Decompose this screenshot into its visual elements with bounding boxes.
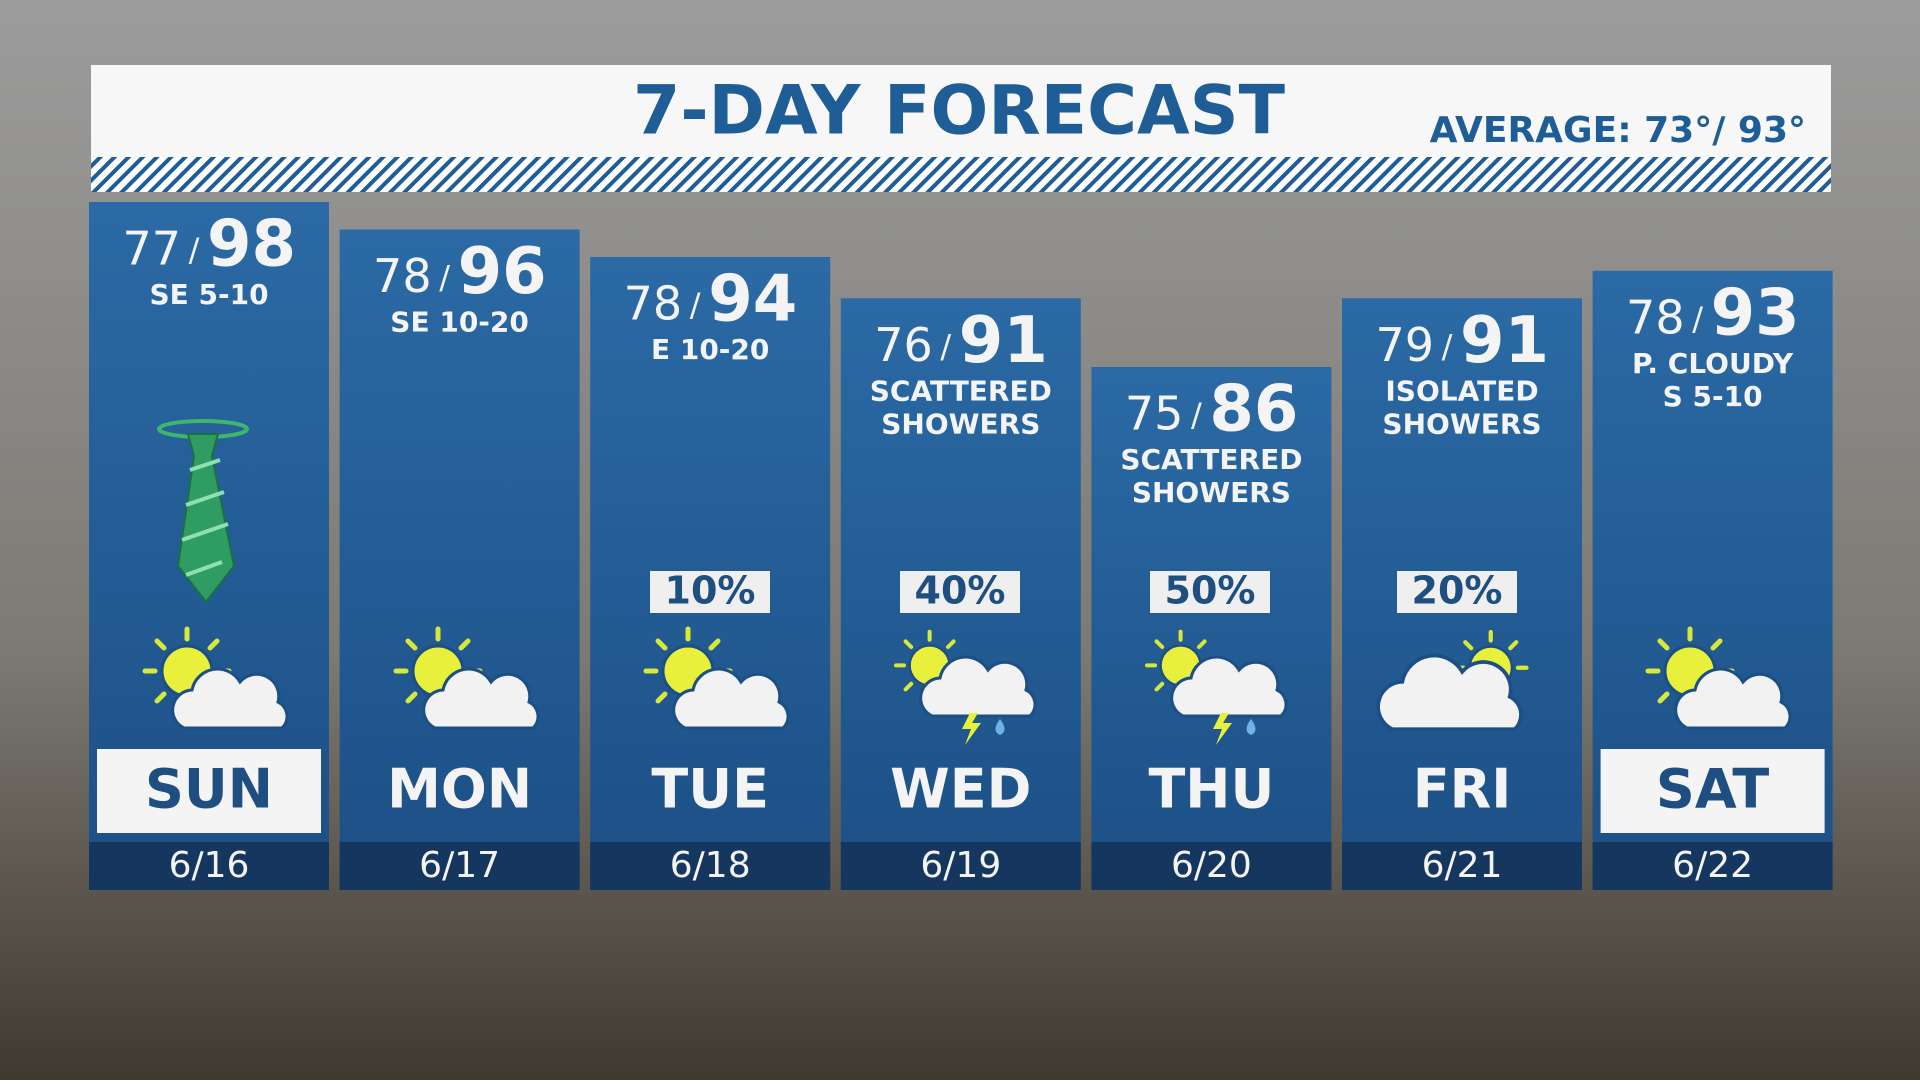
separator: / <box>1191 396 1202 434</box>
day-name: SAT <box>1656 758 1769 821</box>
precip-label: 10% <box>665 569 756 613</box>
low-temp: 79 <box>1375 318 1434 372</box>
day-name: TUE <box>651 758 769 821</box>
date: 6/18 <box>670 845 751 886</box>
high-temp: 96 <box>458 235 547 309</box>
high-temp: 91 <box>959 304 1048 378</box>
detail: SHOWERS <box>1382 407 1541 440</box>
detail: ISOLATED <box>1385 374 1538 407</box>
day-box <box>97 749 321 833</box>
detail: S 5-10 <box>1663 380 1763 413</box>
day-column <box>1091 367 1332 890</box>
date-strip <box>1091 842 1332 890</box>
detail: E 10-20 <box>651 333 769 366</box>
detail: SE 10-20 <box>390 306 529 339</box>
date-strip <box>590 842 831 890</box>
date-strip <box>1592 842 1833 890</box>
low-temp: 77 <box>122 222 181 276</box>
high-temp: 93 <box>1711 276 1800 350</box>
high-temp: 98 <box>207 208 296 282</box>
detail: P. CLOUDY <box>1632 347 1794 380</box>
high-temp: 86 <box>1209 373 1298 447</box>
precip-label: 20% <box>1412 569 1503 613</box>
separator: / <box>940 327 951 365</box>
low-temp: 78 <box>1626 290 1685 344</box>
high-temp: 94 <box>708 263 797 337</box>
high-temp: 91 <box>1460 304 1549 378</box>
precip-label: 40% <box>915 569 1006 613</box>
precip: 10% 40% 50% 20% <box>650 569 1517 613</box>
separator: / <box>189 231 200 269</box>
separator: / <box>690 286 701 324</box>
average: AVERAGE: 73°/ 93° <box>1430 110 1806 151</box>
separator: / <box>439 259 450 297</box>
detail: SHOWERS <box>881 407 1040 440</box>
title: 7-DAY FORECAST <box>633 72 1286 151</box>
date: 6/19 <box>920 845 1001 886</box>
low-temp: 78 <box>624 277 683 331</box>
date-strip <box>339 842 580 890</box>
tie <box>157 419 249 604</box>
date: 6/21 <box>1422 845 1503 886</box>
date-strip <box>1342 842 1582 890</box>
detail: SCATTERED <box>1120 443 1302 476</box>
date-strip <box>89 842 329 890</box>
header-band <box>91 65 1831 157</box>
detail: SCATTERED <box>870 374 1052 407</box>
date: 6/20 <box>1171 845 1252 886</box>
day-box <box>1600 749 1825 833</box>
date-strip <box>840 842 1081 890</box>
day-column <box>339 229 580 890</box>
day-name: FRI <box>1413 758 1512 821</box>
header-hatch <box>91 157 1831 192</box>
date: 6/16 <box>169 845 250 886</box>
day-name: WED <box>890 758 1031 821</box>
precip-label: 50% <box>1165 569 1256 613</box>
separator: / <box>1442 327 1453 365</box>
day-name: THU <box>1148 758 1274 821</box>
detail: SE 5-10 <box>149 278 268 311</box>
date: 6/22 <box>1672 845 1753 886</box>
low-temp: 78 <box>373 249 432 303</box>
detail: SHOWERS <box>1132 476 1291 509</box>
low-temp: 75 <box>1125 387 1184 441</box>
separator: / <box>1692 300 1703 338</box>
low-temp: 76 <box>874 318 933 372</box>
day-name: SUN <box>145 758 273 821</box>
day-name: MON <box>387 758 532 821</box>
date: 6/17 <box>419 845 500 886</box>
